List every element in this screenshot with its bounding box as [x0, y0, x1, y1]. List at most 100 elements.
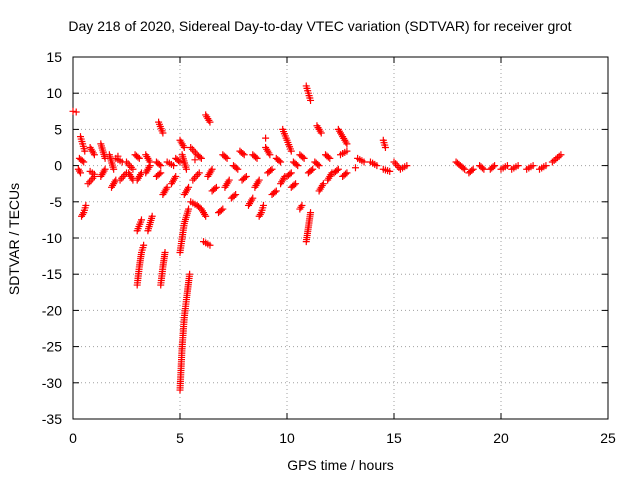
data-point [317, 129, 325, 137]
data-point [78, 157, 86, 165]
y-tick-label: -25 [42, 339, 62, 355]
data-point [155, 160, 163, 168]
data-point [196, 153, 204, 161]
y-tick-label: -10 [42, 230, 62, 246]
data-point [225, 176, 233, 184]
data-point [255, 176, 263, 184]
data-point [333, 166, 341, 174]
data-point [89, 174, 97, 182]
data-point [307, 166, 315, 174]
data-point [230, 192, 238, 200]
data-point [172, 172, 180, 180]
data-point [176, 158, 184, 166]
data-point [206, 118, 214, 126]
data-point [80, 158, 88, 166]
data-point [555, 152, 563, 160]
data-point [124, 160, 132, 168]
data-point [118, 174, 126, 182]
data-point [101, 165, 109, 173]
data-point [529, 162, 537, 170]
x-tick-label: 5 [176, 430, 184, 446]
data-point [185, 205, 193, 213]
data-point [155, 170, 163, 178]
data-point [159, 129, 167, 137]
data-point [134, 153, 142, 161]
data-point [259, 201, 267, 209]
data-point [480, 165, 488, 173]
data-point [208, 165, 216, 173]
data-point [146, 162, 154, 170]
data-point [272, 187, 280, 195]
data-point [190, 147, 198, 155]
data-point [87, 176, 95, 184]
data-point [300, 154, 308, 162]
data-point [75, 167, 83, 175]
data-point [287, 169, 295, 177]
x-axis-label: GPS time / hours [287, 457, 394, 473]
data-point [191, 156, 199, 164]
data-point [189, 176, 197, 184]
chart-title: Day 218 of 2020, Sidereal Day-to-day VTE… [68, 18, 572, 34]
data-point [185, 183, 193, 191]
data-point [297, 203, 305, 211]
x-tick-label: 10 [279, 430, 295, 446]
data-point [202, 212, 210, 220]
data-point [222, 153, 230, 161]
data-point [256, 210, 264, 218]
y-tick-label: 0 [54, 158, 62, 174]
data-point [194, 171, 202, 179]
data-point [195, 169, 203, 177]
data-point [148, 212, 156, 220]
data-point [307, 96, 315, 104]
data-point [292, 160, 300, 168]
data-point [390, 158, 398, 166]
data-point [386, 167, 394, 175]
data-point [267, 166, 275, 174]
data-point [334, 165, 342, 173]
data-point [219, 205, 227, 213]
data-point [343, 147, 351, 155]
data-point [140, 241, 148, 249]
data-point [249, 194, 257, 202]
y-tick-label: -20 [42, 302, 62, 318]
data-point [298, 201, 306, 209]
y-tick-label: 15 [46, 49, 62, 65]
data-point [206, 241, 214, 249]
data-point [212, 183, 220, 191]
data-point [84, 180, 92, 188]
data-series-sdtvar [69, 82, 565, 394]
y-axis-label: SDTVAR / TECUs [6, 182, 22, 296]
data-point [315, 162, 323, 170]
data-point [268, 165, 276, 173]
data-point [90, 172, 98, 180]
y-tick-label: -35 [42, 411, 62, 427]
data-point [468, 166, 476, 174]
data-point [163, 183, 171, 191]
x-tick-label: 25 [600, 430, 616, 446]
data-point [360, 158, 368, 166]
data-point [319, 180, 327, 188]
data-point [129, 165, 137, 173]
y-tick-label: -30 [42, 375, 62, 391]
data-point [240, 151, 248, 159]
data-point [180, 144, 188, 151]
data-point [262, 134, 270, 142]
data-point [252, 153, 260, 161]
data-point [192, 172, 200, 180]
data-point [307, 209, 315, 217]
data-point [137, 216, 145, 224]
data-point [119, 172, 127, 180]
data-point [294, 162, 302, 170]
data-point [217, 206, 225, 214]
data-point [351, 164, 359, 172]
data-point [188, 145, 196, 153]
data-point [324, 153, 332, 161]
data-point [253, 154, 261, 162]
data-point [232, 164, 240, 172]
data-point [90, 151, 98, 159]
data-point [186, 270, 194, 278]
data-point [343, 140, 351, 148]
data-point [190, 174, 198, 182]
data-point [211, 185, 219, 193]
